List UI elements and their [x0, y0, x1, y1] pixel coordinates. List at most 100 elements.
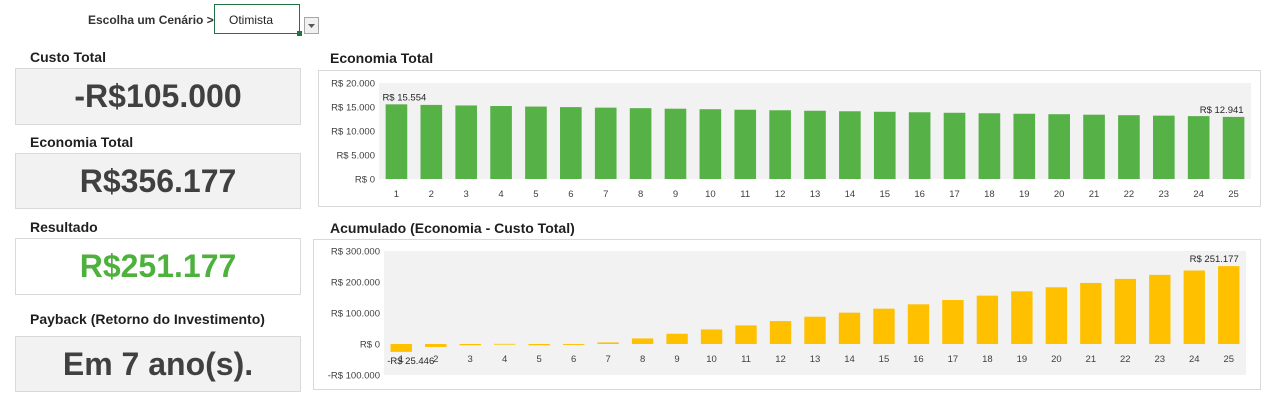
acumulado-chart-bar — [1183, 270, 1205, 344]
acumulado-chart-x-tick-label: 1 — [399, 354, 404, 365]
acumulado-chart-bar — [631, 338, 654, 344]
acumulado-chart-x-tick-label: 24 — [1189, 354, 1200, 365]
economia-chart-y-tick-label: R$ 15.000 — [331, 103, 375, 114]
economia-chart-bar — [1048, 114, 1070, 179]
acumulado-chart-x-tick-label: 7 — [605, 354, 610, 365]
acumulado-chart-bar — [976, 295, 999, 344]
economia-chart-x-tick-label: 10 — [705, 189, 716, 200]
chevron-down-icon — [308, 24, 315, 28]
acumulado-chart-x-tick-label: 19 — [1017, 354, 1028, 365]
resultado-title: Resultado — [30, 219, 98, 235]
economia-chart-x-tick-label: 17 — [949, 189, 960, 200]
economia-chart-x-tick-label: 7 — [603, 189, 608, 200]
acumulado-chart-bar — [425, 344, 447, 347]
acumulado-chart-y-tick-label: R$ 0 — [360, 340, 380, 351]
acumulado-chart-data-label: R$ 251.177 — [1190, 254, 1239, 265]
scenario-dropdown-button[interactable] — [304, 17, 319, 34]
economia-chart: R$ 0 R$ 5.000 R$ 10.000 R$ 15.000 R$ 20.000 1… — [331, 79, 1251, 200]
economia-chart-bar — [873, 111, 896, 179]
economia-chart-y-tick-label: R$ 5.000 — [336, 151, 375, 162]
economia-chart-x-tick-label: 11 — [740, 189, 750, 200]
acumulado-chart-x-tick-label: 20 — [1051, 354, 1062, 365]
cell-fill-handle[interactable] — [297, 31, 302, 36]
economia-chart-bar — [385, 104, 408, 179]
payback-title: Payback (Retorno do Investimento) — [30, 311, 265, 327]
acumulado-chart-bar — [873, 308, 895, 344]
acumulado-chart-bar — [562, 344, 585, 345]
economia-chart-x-tick-label: 21 — [1089, 189, 1100, 200]
economia-chart-x-tick-label: 19 — [1019, 189, 1030, 200]
economia-chart-bar — [839, 111, 861, 179]
economia-chart-frame: R$ 0 R$ 5.000 R$ 10.000 R$ 15.000 R$ 20.000 1… — [318, 70, 1261, 207]
economia-total-title: Economia Total — [30, 134, 134, 150]
economia-chart-x-tick-label: 20 — [1054, 189, 1065, 200]
economia-chart-y-tick-label: R$ 20.000 — [331, 79, 375, 90]
acumulado-chart-bar — [942, 299, 964, 344]
acumulado-chart-x-tick-label: 6 — [571, 354, 576, 365]
economia-chart-x-tick-label: 12 — [775, 189, 786, 200]
economia-chart-x-tick-label: 25 — [1228, 189, 1239, 200]
economia-chart-x-tick-label: 22 — [1124, 189, 1135, 200]
acumulado-chart-bar — [1218, 266, 1240, 344]
economia-chart-x-tick-label: 13 — [810, 189, 821, 200]
acumulado-chart-bar — [459, 344, 481, 346]
resultado-value: R$251.177 — [15, 238, 301, 295]
economia-chart-y-tick-label: R$ 0 — [355, 175, 375, 186]
acumulado-chart-x-tick-label: 17 — [948, 354, 959, 365]
economia-chart-bar — [978, 113, 1001, 179]
economia-chart-bar — [908, 112, 931, 179]
acumulado-chart-x-tick-label: 4 — [502, 354, 507, 365]
acumulado-chart-x-tick-label: 22 — [1120, 354, 1131, 365]
economia-chart-bar — [455, 105, 478, 179]
acumulado-chart-bar — [1080, 282, 1102, 344]
acumulado-chart-x-tick-label: 11 — [741, 354, 751, 365]
acumulado-chart-x-tick-label: 5 — [537, 354, 542, 365]
economia-chart-bar — [1187, 116, 1210, 179]
acumulado-chart-y-tick-label: R$ 100.000 — [331, 309, 380, 320]
acumulado-chart-x-tick-label: 16 — [913, 354, 924, 365]
acumulado-chart-bar — [769, 321, 792, 344]
acumulado-chart-x-tick-label: 23 — [1155, 354, 1166, 365]
economia-chart-bar — [629, 108, 652, 179]
acumulado-chart-bar — [735, 325, 757, 344]
acumulado-chart-bar — [1114, 278, 1137, 344]
acumulado-chart-bar — [597, 342, 619, 344]
acumulado-chart-bar — [907, 304, 930, 344]
economia-chart-bar — [699, 109, 722, 179]
economia-chart-bar — [1083, 114, 1105, 179]
acumulado-chart-x-tick-label: 12 — [775, 354, 786, 365]
acumulado-chart-x-tick-label: 2 — [433, 354, 438, 365]
scenario-label: Escolha um Cenário > — [88, 13, 214, 27]
acumulado-chart-data-label: -R$ 25.446 — [387, 356, 434, 367]
economia-chart-bar — [1013, 113, 1036, 179]
economia-chart-x-tick-label: 5 — [533, 189, 538, 200]
acumulado-chart-x-tick-label: 21 — [1086, 354, 1097, 365]
acumulado-chart-x-tick-label: 3 — [468, 354, 473, 365]
custo-total-value: -R$105.000 — [15, 68, 301, 125]
economia-chart-bar — [1118, 115, 1140, 179]
acumulado-chart-y-tick-label: -R$ 100.000 — [328, 371, 380, 382]
economia-chart-bar — [769, 110, 791, 179]
economia-chart-bar — [1152, 115, 1175, 179]
acumulado-chart-bar — [493, 343, 516, 345]
payback-value: Em 7 ano(s). — [15, 336, 301, 392]
acumulado-chart-x-tick-label: 18 — [982, 354, 993, 365]
economia-chart-bar — [1222, 116, 1245, 179]
acumulado-chart-x-tick-label: 10 — [706, 354, 717, 365]
economia-chart-title: Economia Total — [330, 50, 434, 66]
acumulado-chart-x-tick-label: 14 — [844, 354, 855, 365]
scenario-select[interactable]: Otimista — [214, 4, 300, 34]
economia-chart-x-tick-label: 14 — [845, 189, 856, 200]
economia-chart-x-tick-label: 16 — [914, 189, 925, 200]
economia-total-value: R$356.177 — [15, 153, 301, 209]
economia-chart-x-tick-label: 15 — [879, 189, 890, 200]
acumulado-chart-y-tick-label: R$ 200.000 — [331, 278, 380, 289]
acumulado-chart-x-tick-label: 8 — [640, 354, 645, 365]
acumulado-chart-bar — [390, 344, 412, 352]
economia-chart-x-tick-label: 24 — [1193, 189, 1204, 200]
economia-chart-bar — [664, 108, 687, 179]
acumulado-chart-bar — [838, 312, 861, 344]
acumulado-chart-frame: -R$ 100.000 R$ 0 R$ 100.000 R$ 200.000 R$ 30… — [313, 239, 1261, 390]
economia-chart-x-tick-label: 6 — [568, 189, 573, 200]
custo-total-title: Custo Total — [30, 49, 106, 65]
